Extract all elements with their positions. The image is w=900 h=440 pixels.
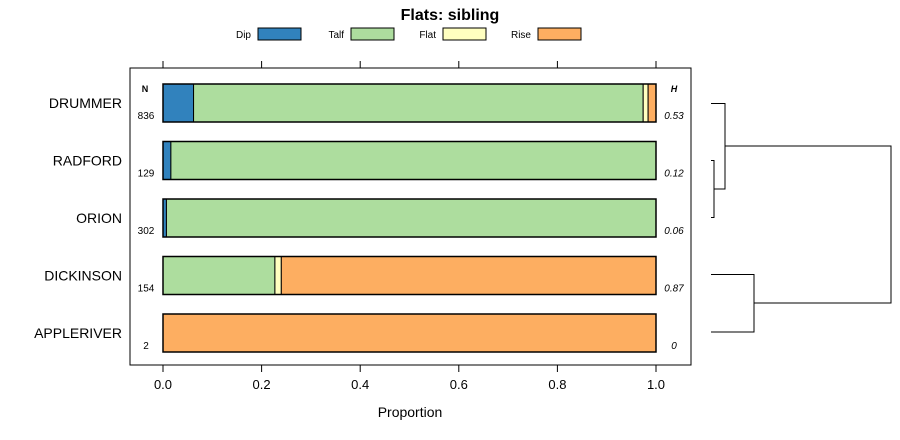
bar-outline-dickinson	[162, 255, 657, 296]
x-tick-label: 0.6	[450, 377, 468, 392]
bar-segment-dickinson-rise	[280, 256, 657, 295]
bar-outline-drummer	[162, 83, 657, 123]
x-tick-label: 0.0	[154, 377, 172, 392]
plot-frame	[129, 67, 692, 366]
bar-segment-orion-talf	[165, 198, 657, 238]
bar-segment-radford-dip	[162, 141, 172, 180]
n-column-header: N	[142, 84, 149, 94]
legend-swatch-flat	[442, 27, 487, 41]
category-label-orion: ORION	[76, 210, 122, 226]
h-value-radford: 0.12	[664, 169, 684, 180]
h-labels: 0.53 0.12 0.06 0.87 0	[664, 111, 684, 352]
bar-segment-drummer-flat	[642, 83, 649, 123]
bar-outline-orion	[162, 198, 657, 238]
bar-segment-radford-talf	[170, 141, 657, 180]
h-value-dickinson: 0.87	[664, 284, 684, 295]
x-axis: 0.0 0.2 0.4 0.6 0.8 1.0	[154, 61, 665, 392]
legend-swatch-dip	[257, 27, 302, 41]
dendrogram-link-drummer	[711, 103, 726, 190]
n-value-drummer: 836	[138, 111, 155, 122]
legend-label-rise: Rise	[511, 30, 531, 41]
category-label-dickinson: DICKINSON	[44, 268, 122, 284]
h-value-appleriver: 0	[671, 341, 677, 352]
category-label-radford: RADFORD	[53, 153, 122, 169]
h-value-drummer: 0.53	[664, 111, 684, 122]
legend-label-talf: Talf	[328, 30, 344, 41]
x-tick-label: 0.4	[351, 377, 369, 392]
bar-segment-drummer-rise	[647, 83, 657, 123]
n-value-orion: 302	[138, 226, 155, 237]
chart-title: Flats: sibling	[401, 7, 500, 24]
n-labels: 836 129 302 154 2	[138, 111, 155, 352]
x-tick-label: 0.8	[548, 377, 566, 392]
dendrogram-link-radford-orion	[711, 160, 715, 218]
category-label-drummer: DRUMMER	[49, 95, 122, 111]
bar-outline-radford	[162, 140, 657, 181]
category-label-appleriver: APPLERIVER	[34, 325, 122, 341]
legend-label-flat: Flat	[419, 30, 436, 41]
bar-segment-dickinson-flat	[274, 256, 282, 295]
n-value-dickinson: 154	[138, 284, 155, 295]
legend-swatch-rise	[537, 27, 582, 41]
h-column-header: H	[671, 84, 678, 94]
x-tick-label: 1.0	[647, 377, 665, 392]
n-value-appleriver: 2	[143, 341, 149, 352]
bars-group	[162, 83, 657, 353]
x-tick-label: 0.2	[253, 377, 271, 392]
bar-segment-drummer-talf	[193, 83, 644, 123]
n-value-radford: 129	[138, 169, 155, 180]
legend: Dip Talf Flat Rise	[236, 27, 582, 41]
legend-label-dip: Dip	[236, 30, 251, 41]
legend-swatch-talf	[350, 27, 395, 41]
dendrogram-link-root	[725, 145, 892, 304]
category-labels: DRUMMER RADFORD ORION DICKINSON APPLERIVER	[34, 95, 122, 341]
bar-segment-drummer-dip	[162, 83, 195, 123]
dendrogram	[711, 103, 892, 333]
bar-segment-appleriver-rise	[162, 313, 657, 353]
bar-outline-appleriver	[162, 313, 657, 353]
dendrogram-link-dickinson-appleriver	[711, 274, 755, 333]
h-value-orion: 0.06	[664, 226, 684, 237]
bar-segment-dickinson-talf	[162, 256, 276, 295]
x-axis-label: Proportion	[378, 404, 443, 420]
